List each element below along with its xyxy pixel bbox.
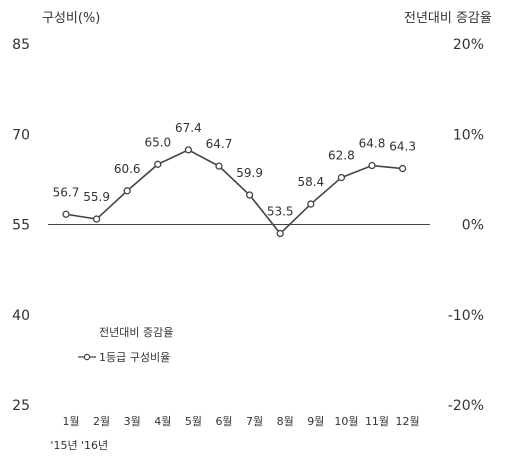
y-left-tick-label: 70 [12, 127, 30, 143]
legend-marker-swatch [83, 353, 91, 361]
data-label: 60.6 [114, 162, 141, 176]
y-right-tick-label: 20% [453, 37, 484, 53]
y-left-tick-label: 85 [12, 37, 30, 53]
data-label: 55.9 [83, 190, 110, 204]
x-year-label: '16년 [81, 439, 108, 452]
data-point [62, 210, 70, 218]
x-tick-label: 3월 [124, 415, 141, 428]
data-point [398, 164, 407, 173]
y-left-tick-label: 40 [12, 308, 30, 324]
y-right-tick-label: -20% [448, 398, 484, 414]
y-right-tick-label: 0% [462, 218, 484, 234]
series-line-grade1-ratio [65, 148, 403, 235]
data-label: 59.9 [236, 166, 263, 180]
data-point [215, 162, 223, 170]
data-point [245, 191, 254, 199]
data-label: 53.5 [267, 205, 294, 219]
data-point [92, 215, 101, 223]
x-tick-label: 10월 [334, 415, 358, 428]
x-tick-label: 8월 [277, 415, 294, 428]
x-tick-label: 5월 [185, 415, 202, 428]
x-tick-label: 4월 [154, 415, 171, 428]
data-label: 62.8 [328, 149, 355, 163]
data-point [368, 161, 376, 170]
y-right-tick-label: 10% [453, 127, 484, 143]
y-right-tick-label: -10% [448, 308, 484, 324]
x-tick-label: 2월 [93, 415, 110, 428]
data-point [276, 229, 284, 238]
data-point [307, 200, 315, 208]
y-right-axis-title: 전년대비 증감율 [404, 11, 492, 26]
legend-label-growth-rate: 전년대비 증감율 [99, 326, 173, 339]
x-tick-label: 12월 [396, 415, 420, 428]
x-tick-label: 1월 [62, 415, 79, 428]
y-left-axis-title: 구성비(%) [42, 11, 100, 26]
data-label: 67.4 [175, 121, 202, 135]
legend-label-grade1-ratio: 1등급 구성비율 [99, 351, 170, 364]
data-point [154, 160, 162, 168]
data-label: 56.7 [53, 185, 80, 199]
data-label: 64.3 [389, 140, 416, 154]
data-point [184, 146, 193, 154]
x-tick-label: 11월 [365, 415, 389, 428]
data-label: 58.4 [297, 175, 324, 189]
x-tick-label: 9월 [307, 415, 324, 428]
data-label: 64.8 [359, 137, 386, 151]
x-year-label: '15년 [50, 439, 77, 452]
data-point [337, 173, 346, 182]
legend: 전년대비 증감율 1등급 구성비율 [78, 326, 173, 364]
data-label: 65.0 [144, 135, 171, 149]
data-point [123, 187, 131, 195]
y-left-tick-label: 55 [12, 218, 30, 234]
x-tick-label: 6월 [215, 415, 232, 428]
x-tick-label: 7월 [246, 415, 263, 428]
data-label: 64.7 [206, 137, 233, 151]
y-left-tick-label: 25 [12, 398, 30, 414]
